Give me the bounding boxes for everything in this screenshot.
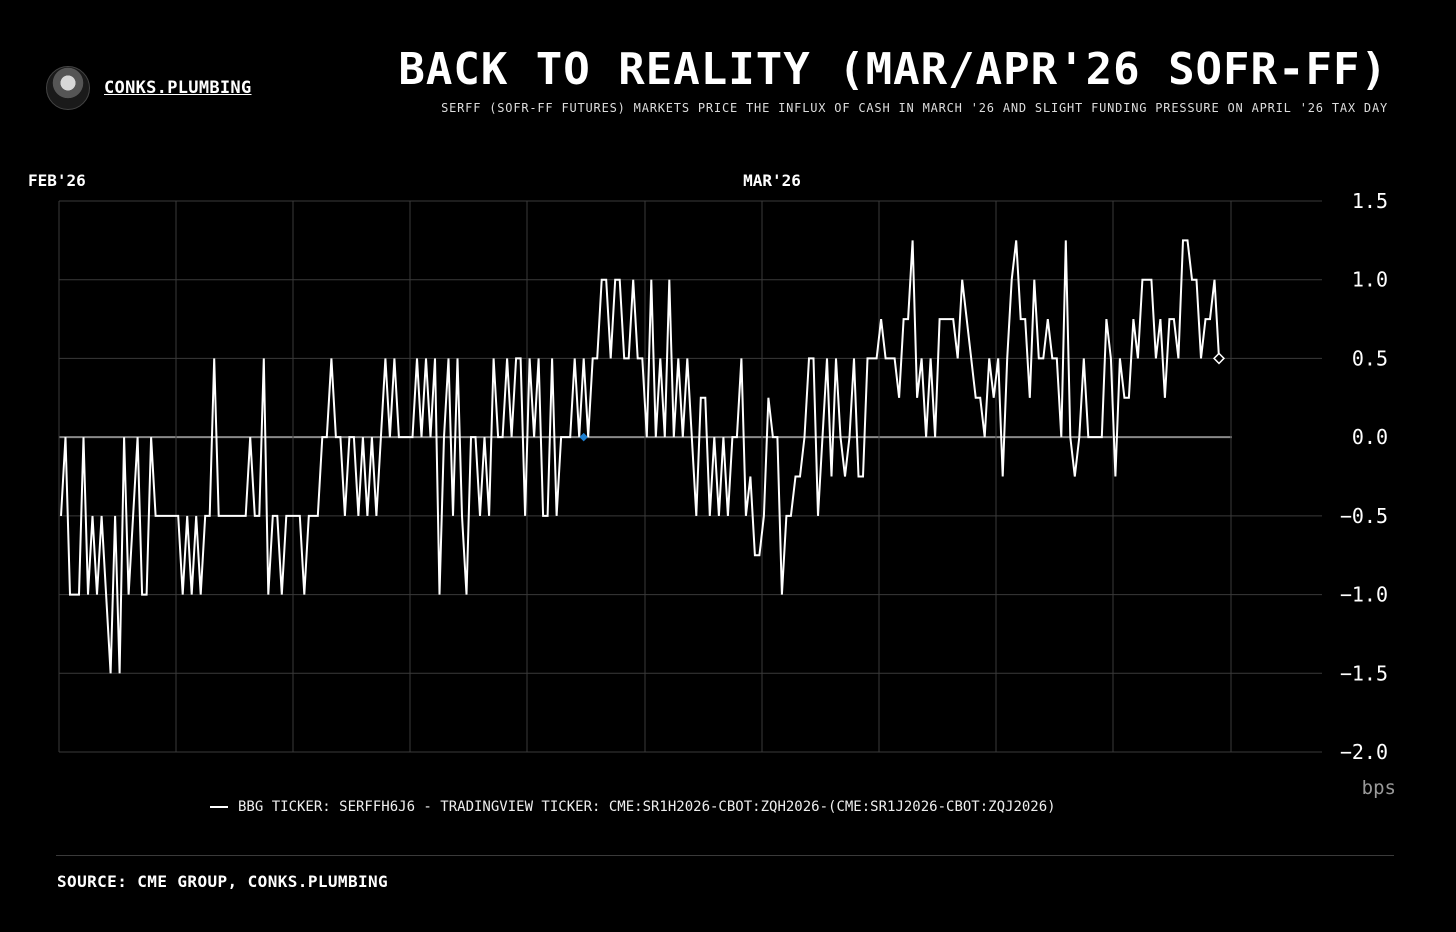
y-tick-label: 0.0 [1352,425,1388,449]
y-tick-label: −1.0 [1340,583,1388,607]
avatar [46,66,90,110]
last-value-marker [1212,352,1226,365]
series-line [60,239,1220,674]
series-layer [60,239,1226,674]
line-chart: FEB'26 MAR'26 1.5 1.0 0.5 0.0 −0.5 −1.0 −1.5 −2.… [28,171,1396,799]
y-tick-labels: 1.5 1.0 0.5 0.0 −0.5 −1.0 −1.5 −2.0 bps [1340,189,1396,799]
legend-label: BBG TICKER: SERFFH6J6 - TRADINGVIEW TICK… [238,799,1056,815]
y-tick-label: 1.0 [1352,268,1388,292]
y-tick-label: −2.0 [1340,740,1388,764]
x-tick-labels: FEB'26 MAR'26 [28,171,801,190]
brand: CONKS.PLUMBING [46,66,252,110]
chart-title: BACK TO REALITY (MAR/APR'26 SOFR-FF) [398,44,1388,95]
series-marker [579,432,588,442]
x-tick-label: FEB'26 [28,171,86,190]
brand-link[interactable]: CONKS.PLUMBING [104,78,252,98]
footer-divider [56,855,1394,856]
y-tick-label: 0.5 [1352,346,1388,370]
x-tick-label: MAR'26 [743,171,801,190]
chart-subtitle: SERFF (SOFR-FF FUTURES) MARKETS PRICE TH… [441,101,1388,115]
y-axis-unit-label: bps [1362,777,1396,799]
y-tick-label: 1.5 [1352,189,1388,213]
source-note: SOURCE: CME GROUP, CONKS.PLUMBING [57,872,389,891]
y-tick-label: −0.5 [1340,504,1388,528]
legend-swatch [210,806,228,808]
legend: BBG TICKER: SERFFH6J6 - TRADINGVIEW TICK… [210,799,1056,815]
y-tick-label: −1.5 [1340,661,1388,685]
